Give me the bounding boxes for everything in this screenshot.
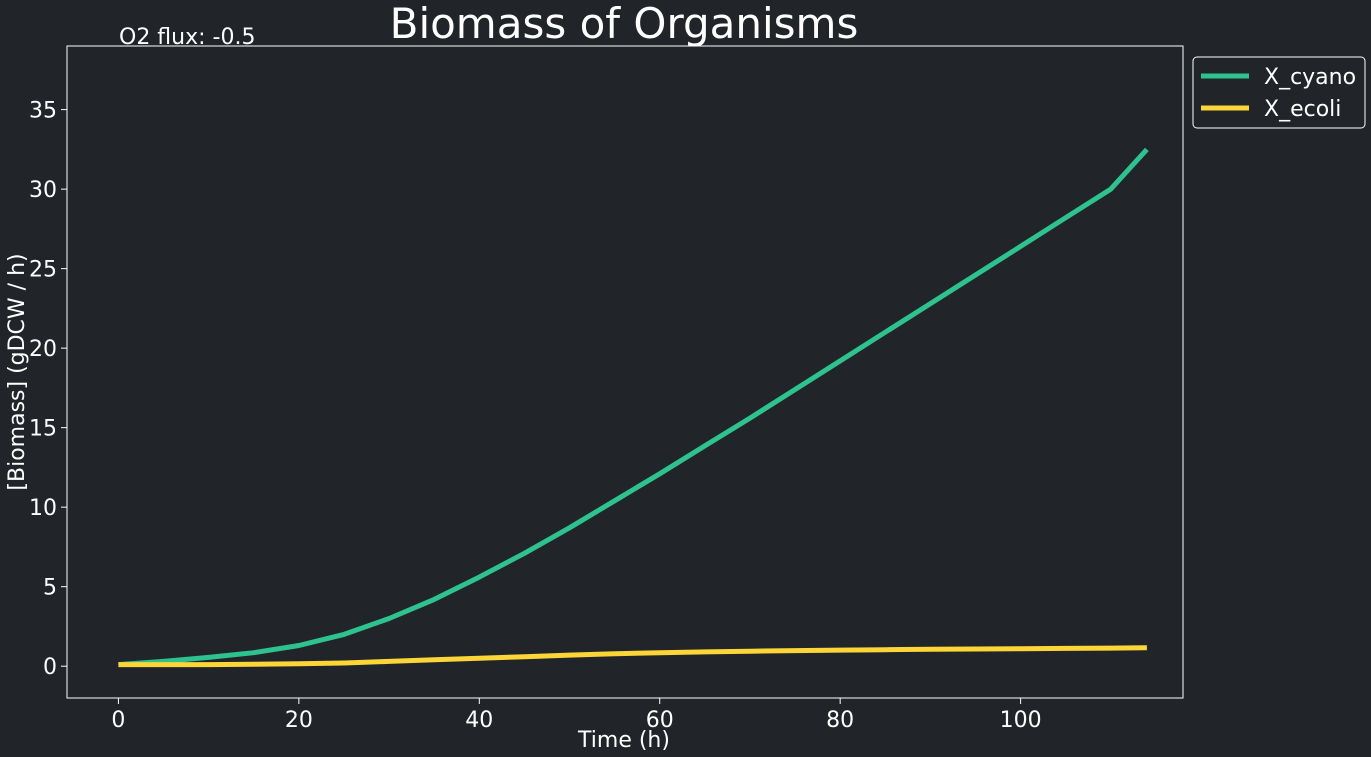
series-line-x-ecoli — [118, 645, 1147, 668]
y-tick-label: 10 — [29, 496, 57, 521]
legend: X_cyano X_ecoli — [1192, 56, 1366, 129]
x-axis-ticks: 0 20 40 60 80 100 — [111, 698, 1042, 733]
x-tick-label: 60 — [646, 708, 674, 733]
y-tick-label: 25 — [29, 258, 57, 283]
series-lines — [118, 147, 1149, 668]
y-tick-label: 5 — [43, 576, 57, 601]
y-axis-ticks: 0 5 10 15 20 25 30 35 — [29, 99, 67, 680]
x-tick-label: 0 — [111, 708, 125, 733]
x-tick-label: 80 — [826, 708, 854, 733]
plot-area-frame — [66, 45, 1184, 699]
legend-label-x-cyano: X_cyano — [1264, 65, 1356, 90]
x-axis-label: Time (h) — [577, 728, 670, 753]
legend-label-x-ecoli: X_ecoli — [1264, 97, 1341, 122]
y-tick-label: 15 — [29, 417, 57, 442]
series-line-x-cyano — [118, 147, 1149, 668]
y-tick-label: 20 — [29, 337, 57, 362]
y-axis-label: [Biomass] (gDCW / h) — [5, 253, 30, 490]
y-tick-label: 35 — [29, 99, 57, 124]
y-tick-label: 0 — [43, 655, 57, 680]
y-tick-label: 30 — [29, 178, 57, 203]
x-tick-label: 40 — [465, 708, 493, 733]
x-tick-label: 20 — [285, 708, 313, 733]
chart-title: Biomass of Organisms — [390, 0, 859, 48]
x-tick-label: 100 — [1000, 708, 1042, 733]
